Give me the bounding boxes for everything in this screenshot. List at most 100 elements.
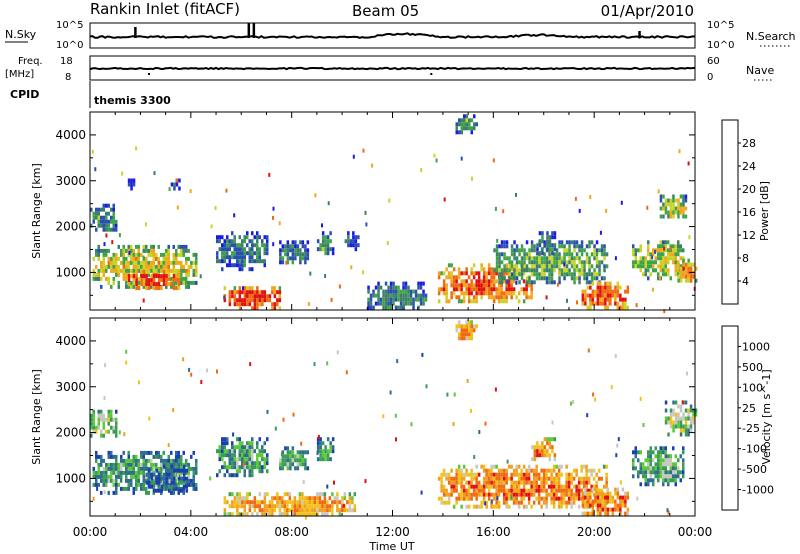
data-cell	[236, 500, 239, 505]
data-cell	[172, 256, 175, 261]
data-cell	[495, 287, 498, 292]
data-cell	[102, 227, 105, 232]
data-cell	[185, 280, 188, 285]
data-cell	[223, 286, 227, 291]
data-cell	[92, 425, 95, 430]
data-cell	[170, 282, 173, 287]
data-cell	[465, 291, 468, 296]
data-cell	[253, 306, 257, 311]
data-cell	[311, 504, 314, 509]
data-cell	[572, 399, 575, 404]
data-cell	[284, 462, 287, 467]
data-cell	[137, 252, 140, 257]
data-cell	[654, 454, 657, 459]
data-cell	[455, 468, 458, 473]
data-cell	[552, 480, 556, 485]
data-cell	[160, 286, 163, 291]
data-cell	[606, 289, 610, 294]
data-cell	[256, 231, 259, 236]
data-cell	[248, 251, 251, 256]
data-cell	[570, 401, 573, 406]
data-cell	[619, 305, 622, 310]
data-cell	[92, 466, 95, 471]
data-cell	[522, 287, 526, 292]
data-cell	[457, 464, 461, 469]
data-cell	[263, 504, 267, 509]
data-cell	[558, 270, 561, 275]
data-cell	[321, 239, 325, 244]
data-cell	[442, 287, 446, 292]
data-cell	[387, 289, 390, 294]
data-cell	[291, 256, 295, 261]
data-cell	[115, 454, 118, 459]
data-cell	[487, 263, 491, 268]
data-cell	[679, 428, 683, 433]
data-cell	[248, 259, 251, 264]
data-cell	[543, 276, 546, 281]
data-cell	[503, 256, 506, 261]
power-cells	[90, 114, 698, 314]
data-cell	[467, 472, 471, 477]
data-cell	[520, 476, 523, 481]
data-cell	[470, 472, 473, 477]
data-cell	[484, 501, 487, 506]
data-cell	[657, 276, 660, 281]
data-cell	[115, 433, 118, 438]
data-cell	[506, 459, 509, 464]
data-cell	[291, 240, 295, 245]
data-cell	[530, 480, 533, 485]
data-cell	[581, 511, 585, 516]
data-cell	[649, 264, 652, 269]
data-cell	[387, 285, 390, 290]
data-cell	[562, 492, 566, 497]
data-cell	[672, 412, 675, 417]
data-cell	[326, 504, 329, 509]
data-cell	[130, 274, 133, 279]
data-cell	[462, 271, 466, 276]
data-cell	[251, 251, 254, 256]
colorbar-tick-label: -500	[742, 463, 767, 476]
data-cell	[687, 432, 690, 437]
data-cell	[407, 293, 410, 298]
data-cell	[100, 284, 103, 289]
data-cell	[173, 468, 176, 473]
data-cell	[597, 488, 601, 493]
data-cell	[452, 291, 456, 296]
data-cell	[263, 298, 267, 303]
data-cell	[291, 454, 295, 459]
data-cell	[377, 297, 380, 302]
data-cell	[679, 206, 683, 211]
colorbar-frame	[721, 119, 739, 305]
data-cell	[679, 404, 683, 409]
data-cell	[563, 276, 566, 281]
data-cell	[185, 480, 188, 485]
data-cell	[667, 272, 670, 277]
data-cell	[132, 486, 135, 491]
data-cell	[145, 472, 148, 477]
data-cell	[677, 470, 680, 475]
data-cell	[115, 458, 118, 463]
data-cell	[253, 290, 257, 295]
data-cell	[619, 507, 622, 512]
data-cell	[664, 420, 668, 425]
data-cell	[537, 476, 541, 481]
data-cell	[672, 470, 675, 475]
data-cell	[669, 244, 672, 249]
data-cell	[243, 461, 246, 466]
data-cell	[555, 252, 559, 257]
data-cell	[351, 508, 354, 513]
data-cell	[592, 468, 596, 473]
data-cell	[468, 126, 471, 131]
data-cell	[475, 279, 478, 284]
data-cell	[327, 201, 330, 206]
data-cell	[307, 302, 310, 306]
data-cell	[100, 260, 103, 265]
data-cell	[654, 474, 657, 479]
data-cell	[553, 243, 557, 248]
data-cell	[236, 461, 239, 466]
data-cell	[465, 488, 468, 493]
data-cell	[555, 484, 558, 489]
data-cell	[238, 243, 241, 248]
data-cell	[155, 462, 158, 467]
data-cell	[573, 264, 576, 269]
